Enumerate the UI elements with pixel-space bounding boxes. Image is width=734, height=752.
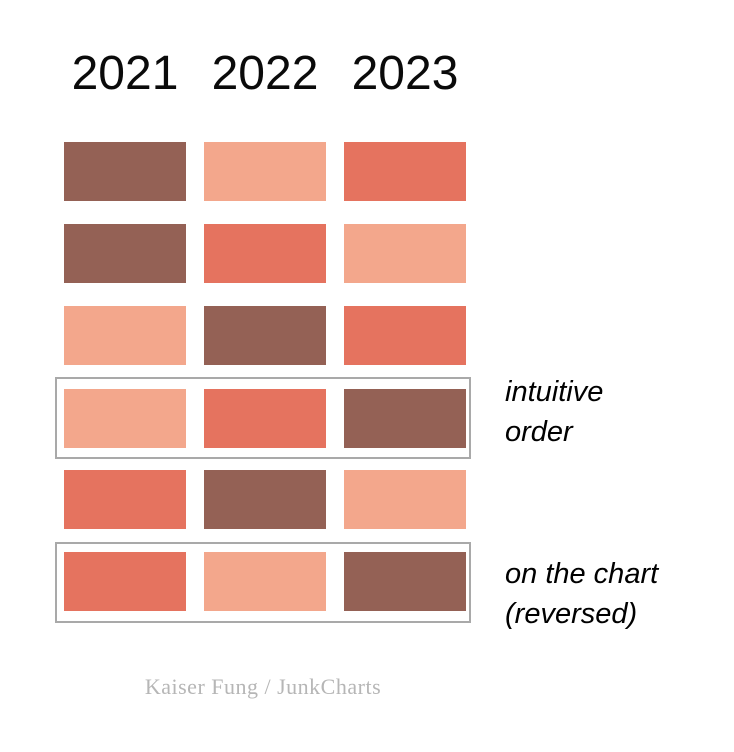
column-header-2021: 2021 — [71, 47, 179, 100]
color-swatch — [344, 306, 466, 365]
reversed-order-label: on the chart (reversed) — [505, 554, 658, 634]
color-swatch — [204, 224, 326, 283]
color-swatch — [64, 389, 186, 448]
intuitive-order-box — [55, 377, 471, 459]
color-swatch — [344, 142, 466, 201]
reversed-order-label-line1: on the chart — [505, 558, 659, 590]
reversed-order-box — [55, 542, 471, 623]
intuitive-order-label-line1: intuitive — [505, 376, 604, 408]
reversed-order-label-line2: (reversed) — [505, 598, 638, 630]
color-swatch — [204, 470, 326, 529]
color-swatch — [204, 142, 326, 201]
column-header-2023: 2023 — [351, 47, 459, 100]
color-swatch — [64, 470, 186, 529]
color-swatch — [344, 389, 466, 448]
intuitive-order-label-line2: order — [505, 416, 573, 448]
color-swatch — [64, 552, 186, 611]
color-swatch — [204, 552, 326, 611]
credit-text: Kaiser Fung / JunkCharts — [144, 674, 382, 699]
color-swatch — [204, 389, 326, 448]
color-swatch — [64, 306, 186, 365]
color-swatch — [64, 224, 186, 283]
intuitive-order-label: intuitive order — [505, 372, 603, 452]
color-swatch — [344, 552, 466, 611]
color-swatch — [204, 306, 326, 365]
color-swatch — [64, 142, 186, 201]
color-swatch — [344, 470, 466, 529]
color-swatch — [344, 224, 466, 283]
column-header-2022: 2022 — [211, 47, 319, 100]
